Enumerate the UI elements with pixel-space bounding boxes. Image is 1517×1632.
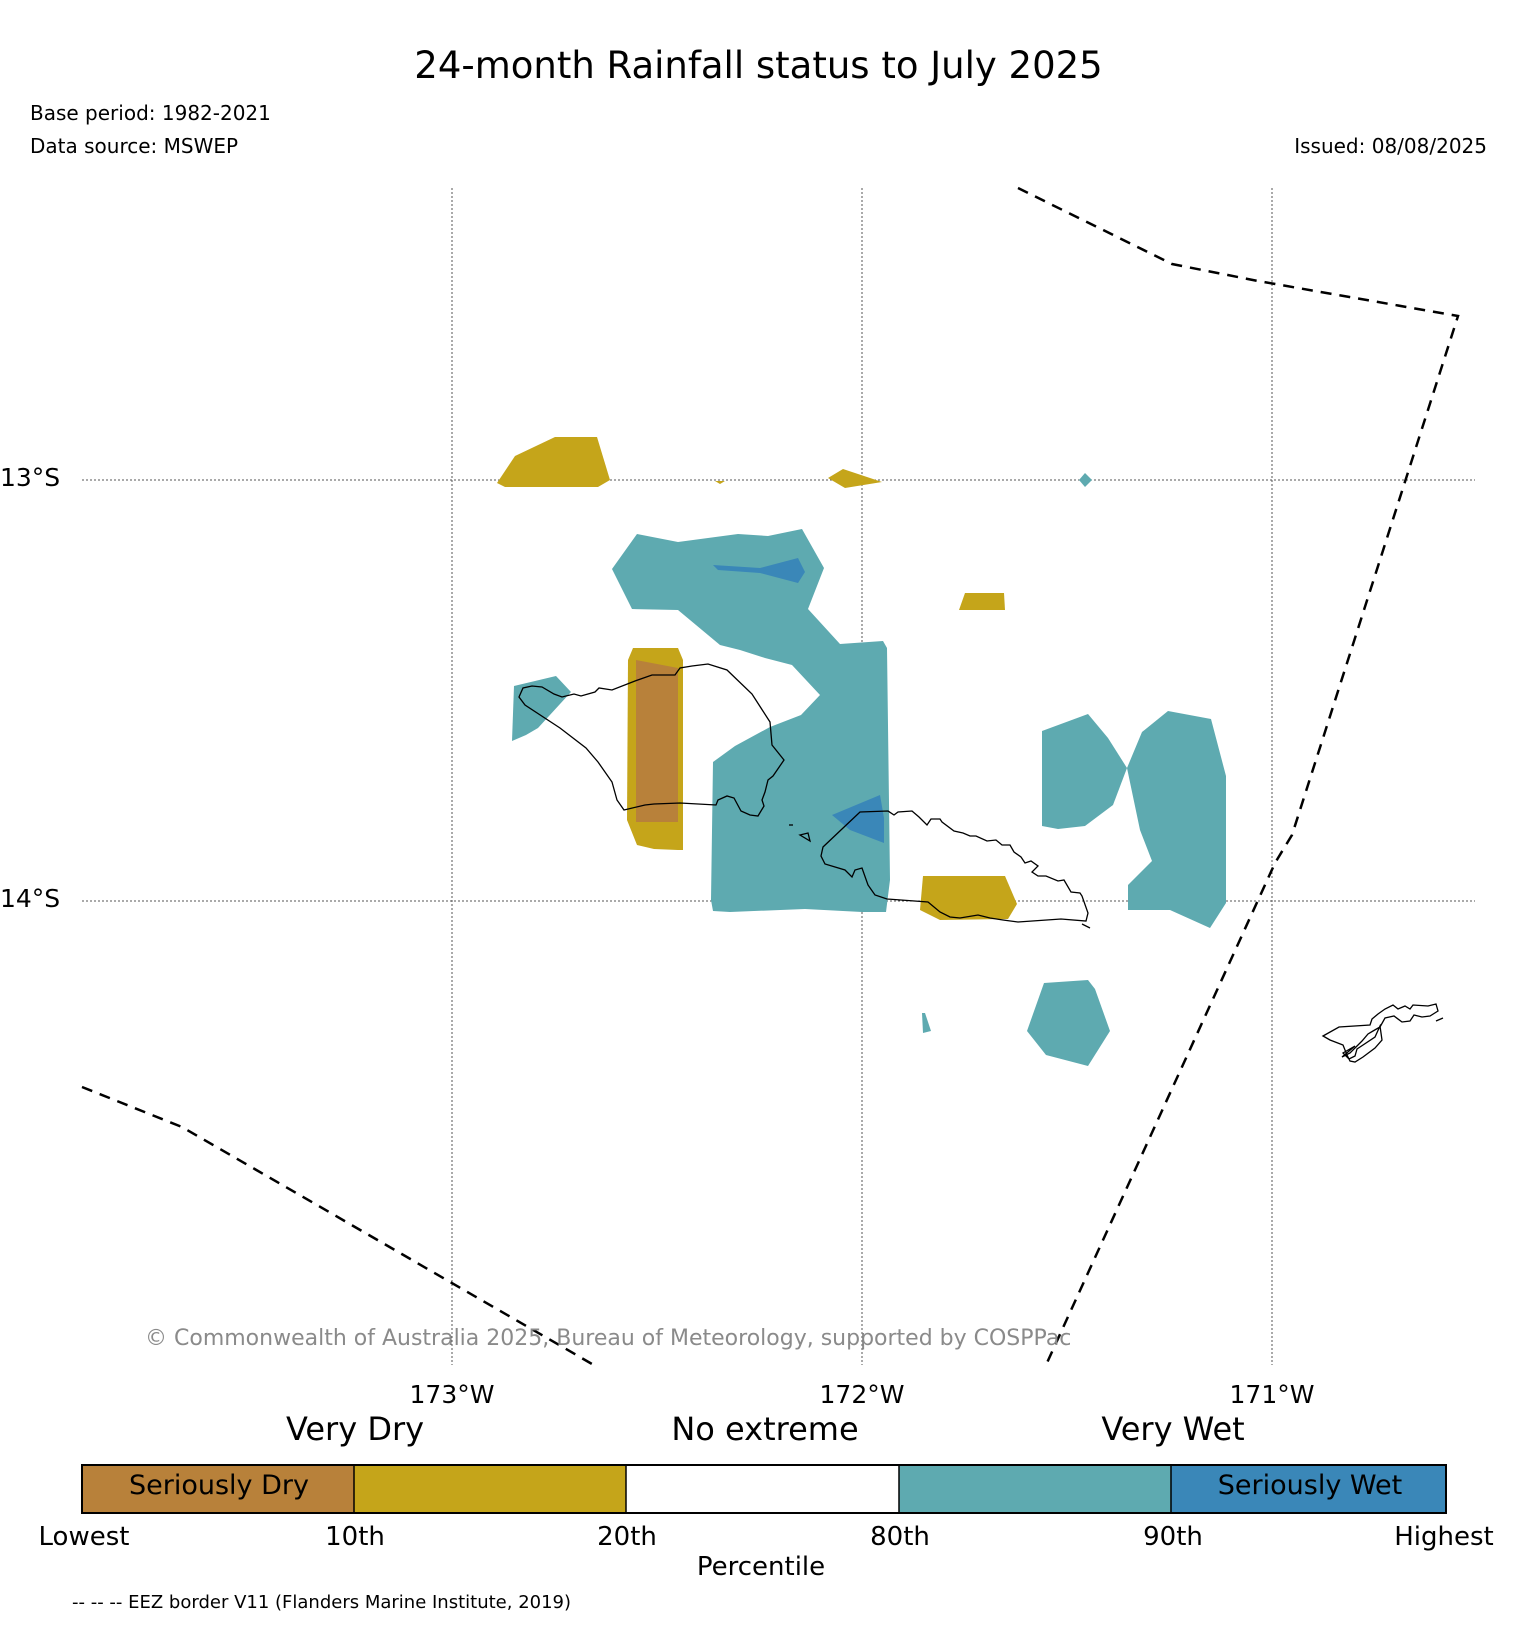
lon-label-171w: 171°W [1229, 1380, 1315, 1409]
percentile-axis-title: Percentile [696, 1552, 826, 1582]
percentile-highest: Highest [1394, 1522, 1494, 1552]
percentile-lowest: Lowest [38, 1522, 130, 1552]
legend-swatch-seriously-dry [82, 1465, 354, 1513]
legend-colorbar [81, 1464, 1447, 1514]
legend-label-seriously-dry: Seriously Dry [129, 1470, 309, 1501]
seriously-wet-upolu [832, 795, 884, 843]
legend-label-seriously-wet: Seriously Wet [1217, 1470, 1403, 1501]
legend-category-very-dry: Very Dry [285, 1410, 425, 1448]
legend-swatch-no-extreme [626, 1465, 899, 1513]
percentile-20th: 20th [597, 1522, 657, 1552]
wet-area-east-a [1042, 714, 1127, 829]
lon-label-172w: 172°W [819, 1380, 905, 1409]
tutuila-east-tail [1435, 1017, 1444, 1022]
savaii-coast [518, 663, 785, 817]
lon-label-173w: 173°W [409, 1380, 495, 1409]
wet-area-south [1027, 980, 1110, 1066]
eez-borders [81, 186, 1460, 1366]
base-period: Base period: 1982-2021 [30, 101, 271, 125]
wet-area-tiny-ne [1079, 473, 1092, 487]
issued-date: Issued: 08/08/2025 [1294, 134, 1487, 158]
legend-category-no-extreme: No extreme [671, 1410, 859, 1448]
legend-frame [81, 1464, 1447, 1514]
seriously-dry-savaii [636, 660, 678, 822]
eez-border-north-east [1017, 186, 1460, 1366]
seriously-dry-areas [636, 660, 678, 822]
eez-border-note: -- -- -- EEZ border V11 (Flanders Marine… [72, 1592, 572, 1613]
manono-islet [798, 832, 812, 843]
legend-swatch-seriously-wet [1171, 1465, 1446, 1513]
percentile-10th: 10th [325, 1522, 385, 1552]
eez-border-south-west [81, 1085, 593, 1366]
wet-area-tiny-s [922, 1013, 931, 1033]
map-title: 24-month Rainfall status to July 2025 [414, 44, 1103, 87]
percentile-80th: 80th [870, 1522, 930, 1552]
coastlines [518, 663, 1444, 1063]
lat-label-14s: 14°S [0, 884, 61, 913]
legend-swatch-very-wet [899, 1465, 1171, 1513]
legend-category-very-wet: Very Wet [1101, 1410, 1245, 1448]
tutuila-coast [1321, 1003, 1439, 1063]
lat-label-13s: 13°S [0, 463, 61, 492]
wet-area-north-central [612, 529, 890, 912]
seriously-wet-areas [713, 558, 884, 843]
copyright-notice: © Commonwealth of Australia 2025, Bureau… [145, 1326, 1072, 1351]
dry-area-upolu-east [920, 876, 1017, 920]
very-wet-areas [512, 473, 1226, 1066]
dry-area-north-central [828, 469, 882, 488]
legend-swatch-very-dry [354, 1465, 626, 1513]
dry-area-small [715, 481, 725, 484]
wet-area-savaii-west [512, 676, 571, 741]
wet-area-east-b [1127, 711, 1226, 928]
upolu-east-tail [1081, 923, 1091, 929]
seriously-wet-north [713, 558, 805, 583]
upolu-coast [820, 810, 1089, 923]
percentile-90th: 90th [1143, 1522, 1203, 1552]
data-source: Data source: MSWEP [30, 134, 239, 158]
dry-area-north-west [497, 437, 610, 487]
dry-area-east [959, 593, 1005, 610]
